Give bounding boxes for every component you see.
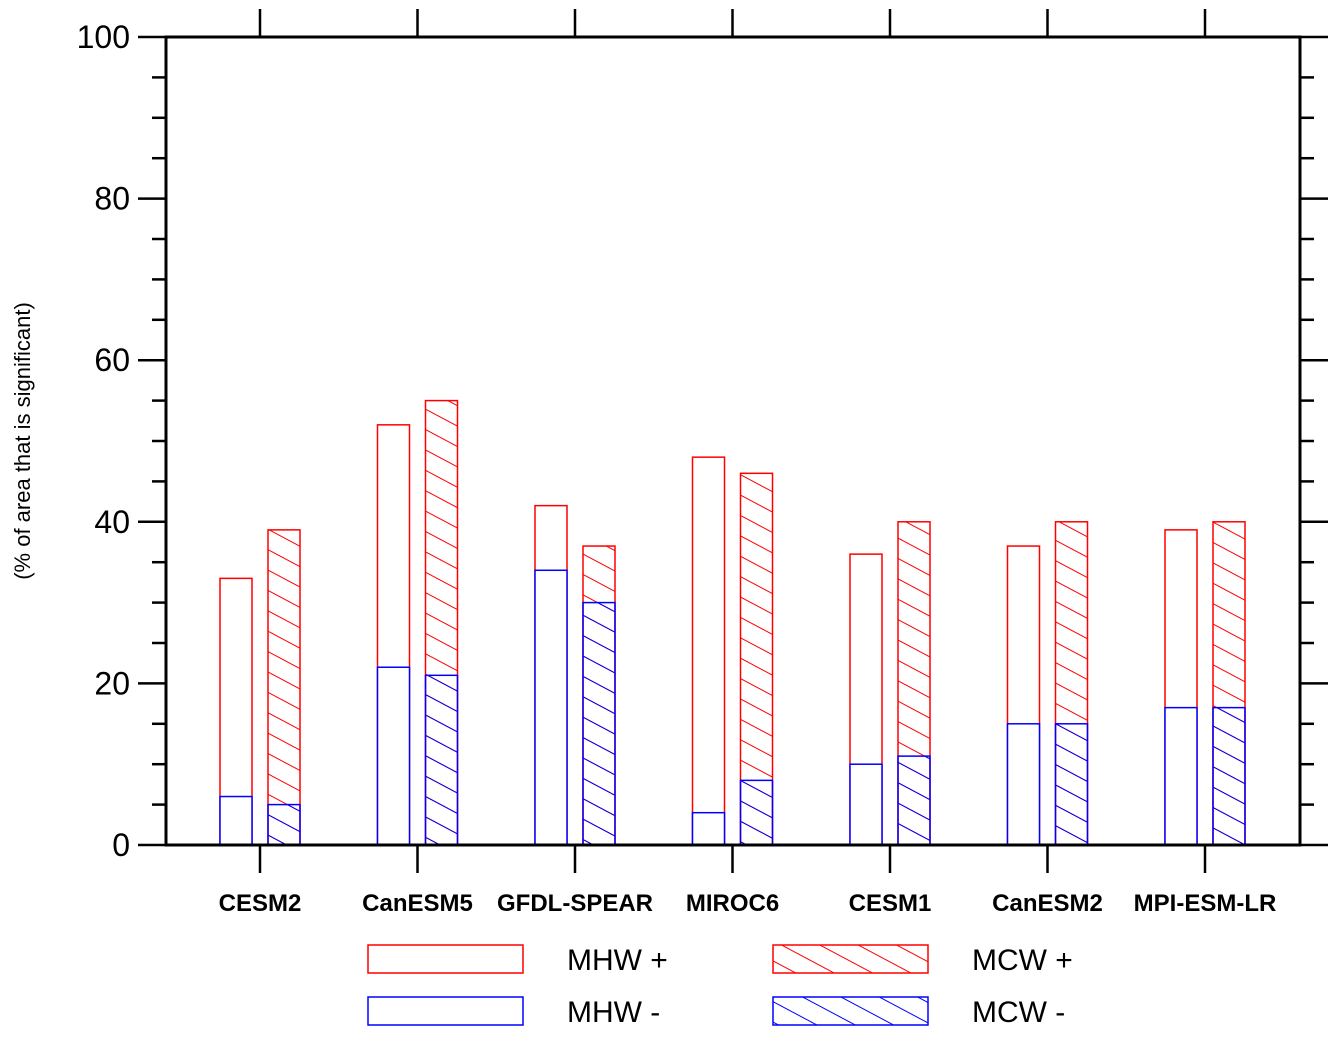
y-tick-label: 80: [94, 181, 130, 217]
bar-mhw-minus-cesm2: [219, 795, 253, 846]
x-tick-label-cesm1: CESM1: [849, 890, 932, 917]
bar-mhw-minus-miroc6: [691, 811, 726, 846]
y-tick-label: 0: [112, 827, 130, 863]
bar-mcw-minus-miroc6: [739, 779, 774, 846]
x-tick-label-mpi-esm-lr: MPI-ESM-LR: [1134, 890, 1277, 917]
x-tick-label-canesm5: CanESM5: [362, 890, 473, 917]
x-tick-label-gfdl-spear: GFDL-SPEAR: [497, 890, 653, 917]
bar-mcw-minus-cesm1: [897, 755, 931, 846]
legend-swatch-mhw-minus: [367, 996, 524, 1026]
legend-swatch-mhw-plus: [367, 944, 524, 974]
bar-mhw-plus-miroc6: [691, 456, 726, 846]
bar-mhw-minus-canesm5: [376, 666, 411, 846]
x-tick-label-canesm2: CanESM2: [992, 890, 1103, 917]
bar-mcw-minus-mpi-esm-lr: [1212, 706, 1246, 846]
legend-label-mhw-minus: MHW -: [567, 996, 660, 1029]
bar-mcw-minus-gfdl-spear: [582, 601, 616, 846]
legend: MHW + MCW + MHW - MCW -: [367, 944, 1073, 1029]
legend-label-mhw-plus: MHW +: [567, 944, 668, 977]
legend-label-mcw-minus: MCW -: [972, 996, 1065, 1029]
bar-mcw-minus-canesm2: [1054, 723, 1089, 846]
x-tick-label-miroc6: MIROC6: [686, 890, 779, 917]
bar-mhw-minus-gfdl-spear: [534, 569, 568, 846]
bar-mhw-minus-canesm2: [1006, 723, 1041, 846]
legend-swatch-mcw-minus: [772, 996, 929, 1026]
y-tick-label: 60: [94, 342, 130, 378]
legend-label-mcw-plus: MCW +: [972, 944, 1073, 977]
y-tick-label: 100: [77, 19, 130, 55]
plot-frame: [164, 35, 1302, 847]
legend-swatch-mcw-plus: [772, 944, 929, 974]
bar-mcw-minus-cesm2: [267, 803, 301, 846]
x-tick-label-cesm2: CESM2: [219, 890, 302, 917]
bar-mcw-plus-cesm2: [267, 529, 301, 846]
y-axis-title: (% of area that is significant): [10, 302, 35, 580]
y-tick-label: 20: [94, 665, 130, 701]
bar-mhw-minus-cesm1: [849, 763, 883, 846]
bar-mcw-minus-canesm5: [424, 674, 459, 846]
y-tick-label: 40: [94, 504, 130, 540]
bar-mhw-minus-mpi-esm-lr: [1164, 706, 1198, 846]
